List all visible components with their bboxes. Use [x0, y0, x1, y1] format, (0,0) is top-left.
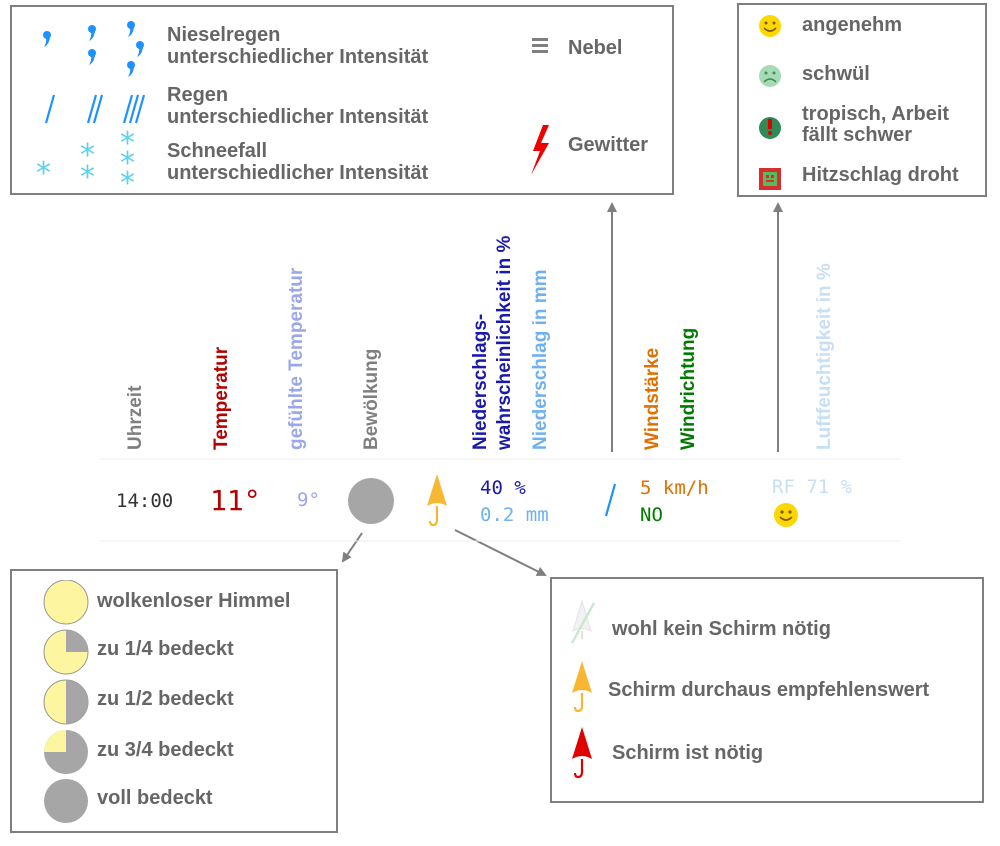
cloud-full-legend-icon	[44, 779, 88, 823]
rain-sublabel: unterschiedlicher Intensität	[167, 106, 429, 128]
cloud-half-label: zu 1/2 bedeckt	[97, 688, 234, 710]
fog-icon	[532, 38, 548, 53]
umbrella-legend: wohl kein Schirm nötig Schirm durchaus e…	[550, 577, 984, 803]
arrow-to-umbrella-legend	[454, 529, 547, 576]
cloud-cover-legend: wolkenloser Himmel zu 1/4 bedeckt zu 1/2…	[10, 569, 338, 833]
comfort-humid-label: schwül	[802, 63, 870, 85]
umbrella-none-icon	[570, 599, 596, 644]
umbrella-none-label: wohl kein Schirm nötig	[612, 618, 831, 640]
comfort-heatstroke-label: Hitzschlag droht	[802, 164, 959, 186]
column-header-temperature: Temperatur	[211, 346, 232, 450]
row-humidity: RF 71 %	[772, 476, 853, 498]
cloud-three-quarter-icon	[44, 730, 88, 774]
fog-label: Nebel	[568, 37, 623, 59]
snowflake-icon: * ** ***	[36, 126, 135, 190]
column-header-precip-probability-2: wahrscheinlichkeit in %	[494, 235, 515, 450]
row-wind-direction: NO	[640, 504, 663, 526]
row-precip-probability: 40 %	[480, 477, 526, 499]
row-time: 14:00	[116, 490, 174, 512]
cloud-cover-icons	[43, 580, 89, 823]
comfort-tropical-label-1: tropisch, Arbeit	[802, 103, 950, 125]
column-header-humidity: Luftfeuchtigkeit in %	[814, 263, 835, 450]
cloud-clear-icon	[43, 580, 89, 625]
svg-text:*: *	[80, 160, 95, 190]
rain-icon	[44, 94, 146, 124]
comfort-icons	[759, 15, 781, 190]
umbrella-recommended-label: Schirm durchaus empfehlenswert	[608, 679, 930, 701]
comfort-pleasant-label: angenehm	[802, 14, 903, 36]
cloud-quarter-icon	[43, 629, 89, 675]
svg-text:*: *	[120, 126, 135, 161]
cloud-half-icon	[43, 679, 89, 725]
drizzle-icon	[43, 21, 144, 77]
column-header-wind-direction: Windrichtung	[678, 327, 699, 450]
row-felt-temperature: 9°	[297, 489, 320, 511]
smiley-sad-icon	[759, 65, 781, 87]
svg-text:*: *	[120, 146, 135, 181]
svg-text:*: *	[36, 156, 51, 190]
comfort-tropical-label-2: fällt schwer	[802, 124, 913, 146]
row-temperature: 11°	[210, 484, 261, 517]
cloud-clear-label: wolkenloser Himmel	[97, 590, 291, 612]
drizzle-sublabel: unterschiedlicher Intensität	[167, 46, 429, 68]
rain-label: Regen	[167, 84, 229, 106]
drizzle-label: Nieselregen	[167, 24, 281, 46]
umbrella-needed-label: Schirm ist nötig	[612, 742, 764, 764]
umbrella-recommended-icon	[572, 661, 592, 713]
cloud-three-quarter-label: zu 3/4 bedeckt	[97, 739, 234, 761]
row-wind-speed: 5 km/h	[640, 477, 709, 499]
svg-text:*: *	[120, 166, 135, 190]
smiley-happy-row-icon	[774, 503, 798, 527]
svg-text:*: *	[80, 138, 95, 173]
thunderstorm-label: Gewitter	[568, 134, 649, 156]
lightning-icon	[531, 125, 549, 175]
precipitation-legend: * * * * * * Nieselregen unterschiedlicher I…	[10, 5, 674, 195]
row-precip-amount: 0.2 mm	[480, 504, 549, 526]
column-header-cloud-cover: Bewölkung	[361, 348, 382, 450]
smiley-happy-icon	[759, 15, 781, 37]
cloud-quarter-label: zu 1/4 bedeckt	[97, 638, 234, 660]
column-header-precip-amount: Niederschlag in mm	[530, 269, 551, 450]
rain-light-icon	[604, 483, 617, 517]
heatstroke-icon	[759, 168, 781, 190]
comfort-legend: angenehm schwül tropisch, Arbeit fällt s…	[737, 3, 987, 197]
column-header-wind-strength: Windstärke	[642, 347, 663, 450]
cloud-full-icon	[348, 478, 394, 524]
cloud-full-label: voll bedeckt	[97, 787, 213, 809]
snow-sublabel: unterschiedlicher Intensität	[167, 162, 429, 184]
column-header-felt-temperature: gefühlte Temperatur	[286, 267, 307, 450]
precip-icons: * ** ***	[36, 21, 146, 190]
snow-label: Schneefall	[167, 140, 268, 162]
warning-face-icon	[759, 117, 781, 139]
column-header-time: Uhrzeit	[125, 385, 146, 450]
umbrella-yellow-icon	[427, 474, 447, 527]
umbrella-needed-icon	[572, 727, 592, 779]
column-header-precip-probability-1: Niederschlags-	[470, 313, 491, 450]
umbrella-icons	[570, 599, 596, 779]
arrow-to-cloud-legend	[341, 532, 363, 563]
